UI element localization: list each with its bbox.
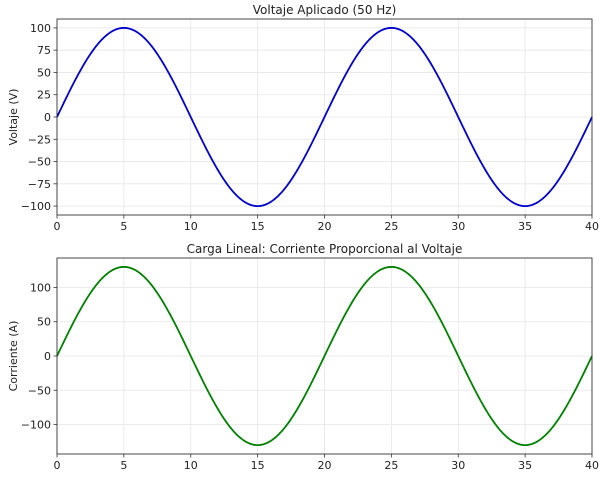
- y-axis-label: Corriente (A): [7, 321, 20, 392]
- y-tick-label: −25: [28, 133, 51, 146]
- x-tick-label: 40: [585, 220, 599, 233]
- y-tick-label: −100: [21, 200, 51, 213]
- x-tick-label: 0: [54, 459, 61, 472]
- x-tick-label: 35: [518, 459, 532, 472]
- x-tick-label: 0: [54, 220, 61, 233]
- y-tick-label: −50: [28, 384, 51, 397]
- y-tick-label: 100: [30, 22, 51, 35]
- chart-title: Voltaje Aplicado (50 Hz): [253, 3, 397, 17]
- x-tick-label: 10: [184, 220, 198, 233]
- y-tick-label: 75: [37, 44, 51, 57]
- y-tick-label: 50: [37, 66, 51, 79]
- line-series: [56, 27, 593, 207]
- x-tick-label: 25: [384, 220, 398, 233]
- x-tick-label: 15: [251, 459, 265, 472]
- chart-title: Carga Lineal: Corriente Proporcional al …: [187, 242, 463, 256]
- x-tick-label: 40: [585, 459, 599, 472]
- y-tick-label: −100: [21, 419, 51, 432]
- x-tick-label: 30: [451, 459, 465, 472]
- x-tick-label: 5: [120, 459, 127, 472]
- x-tick-label: 5: [120, 220, 127, 233]
- y-tick-label: 0: [44, 350, 51, 363]
- y-axis: −100 −75 −50 −25 0 25 50 75 100: [21, 22, 57, 213]
- y-tick-label: −50: [28, 156, 51, 169]
- x-tick-label: 35: [518, 220, 532, 233]
- y-tick-label: −75: [28, 178, 51, 191]
- line-series: [56, 266, 593, 446]
- y-tick-label: 50: [37, 316, 51, 329]
- x-tick-label: 15: [251, 220, 265, 233]
- x-tick-label: 20: [318, 459, 332, 472]
- y-tick-label: 100: [30, 281, 51, 294]
- x-tick-label: 10: [184, 459, 198, 472]
- y-tick-label: 0: [44, 111, 51, 124]
- voltage-subplot: 0 5 10 15 20 25 30 35 40 −100 −75 −50 −25 0 25 50 75 100 V…: [7, 3, 599, 233]
- x-axis: 0 5 10 15 20 25 30 35 40: [54, 454, 599, 472]
- y-axis-label: Voltaje (V): [7, 89, 20, 146]
- x-axis: 0 5 10 15 20 25 30 35 40: [54, 215, 599, 233]
- x-tick-label: 30: [451, 220, 465, 233]
- current-subplot: 0 5 10 15 20 25 30 35 40 −100 −50 0 50 100 Carga Linea…: [7, 242, 599, 472]
- x-tick-label: 25: [384, 459, 398, 472]
- y-tick-label: 25: [37, 89, 51, 102]
- y-axis: −100 −50 0 50 100: [21, 281, 57, 432]
- x-tick-label: 20: [318, 220, 332, 233]
